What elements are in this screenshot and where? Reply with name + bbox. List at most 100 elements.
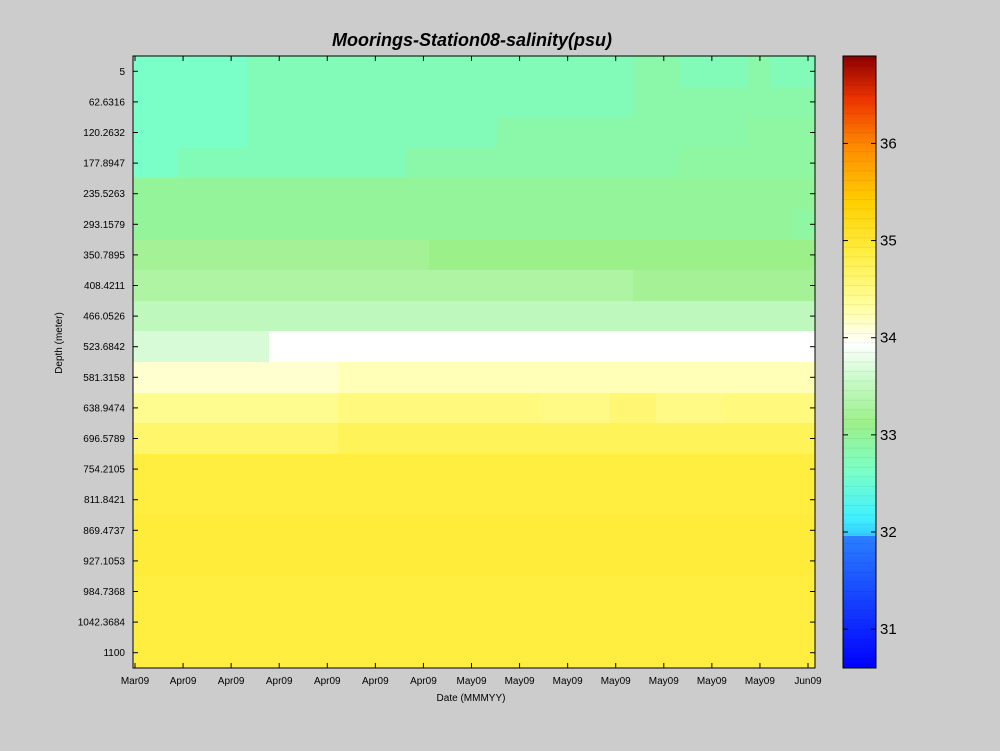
heatmap-cell: [429, 454, 452, 485]
heatmap-cell: [792, 576, 816, 608]
heatmap-cell: [519, 270, 543, 302]
heatmap-cell: [633, 301, 657, 332]
heatmap-cell: [201, 178, 225, 210]
heatmap-cell: [156, 301, 179, 332]
heatmap-cell: [178, 454, 202, 485]
heatmap-cell: [497, 148, 520, 179]
heatmap-cell: [542, 637, 566, 669]
heatmap-cell: [315, 576, 339, 608]
heatmap-cell: [338, 423, 361, 455]
heatmap-cell: [542, 87, 566, 118]
heatmap-cell: [474, 637, 498, 669]
heatmap-cell: [247, 423, 270, 455]
x-tick-label: Apr09: [314, 676, 341, 687]
heatmap-cell: [201, 607, 225, 638]
heatmap-cell: [451, 209, 475, 241]
heatmap-cell: [724, 87, 748, 118]
heatmap-cell: [133, 240, 157, 271]
heatmap-cell: [178, 331, 202, 363]
heatmap-cell: [360, 607, 384, 638]
heatmap-cell: [519, 301, 543, 332]
heatmap-cell: [770, 301, 793, 332]
heatmap-cell: [633, 576, 657, 608]
x-axis-label: Date (MMMYY): [437, 693, 506, 704]
y-tick-label: 466.0526: [83, 312, 125, 323]
colorbar-gradient: [843, 56, 876, 668]
heatmap-cell: [247, 148, 270, 179]
heatmap-cell: [724, 362, 748, 394]
heatmap-cell: [383, 270, 407, 302]
heatmap-cell: [269, 515, 293, 547]
heatmap-cell: [656, 87, 680, 118]
heatmap-cell: [747, 56, 771, 88]
heatmap-cell: [701, 87, 725, 118]
heatmap-cell: [656, 393, 680, 424]
y-tick-label: 581.3158: [83, 373, 125, 384]
heatmap-cell: [451, 637, 475, 669]
heatmap-cell: [201, 484, 225, 516]
heatmap-cell: [338, 117, 361, 149]
heatmap-cell: [247, 178, 270, 210]
heatmap-cell: [656, 270, 680, 302]
heatmap-cell: [724, 576, 748, 608]
heatmap-cell: [383, 607, 407, 638]
colorbar-frame: [842, 55, 877, 669]
heatmap-cell: [747, 301, 771, 332]
heatmap-cell: [770, 148, 793, 179]
heatmap-cell: [247, 56, 270, 88]
heatmap-cell: [588, 484, 611, 516]
colorbar-axis: 31 32 33 34 35 36: [843, 135, 897, 638]
heatmap-cell: [770, 546, 793, 577]
heatmap-cell: [178, 148, 202, 179]
heatmap-cell: [770, 423, 793, 455]
heatmap-cell: [610, 607, 634, 638]
y-tick-label: 1042.3684: [78, 618, 126, 629]
heatmap-cell: [542, 546, 566, 577]
heatmap-cell: [247, 637, 270, 669]
heatmap-cell: [701, 576, 725, 608]
heatmap-cell: [633, 56, 657, 88]
heatmap-cell: [338, 148, 361, 179]
colorbar-tick-label: 36: [880, 135, 897, 152]
heatmap-cell: [224, 515, 248, 547]
y-axis-label: Depth (meter): [54, 312, 65, 374]
x-tick-label: Apr09: [170, 676, 197, 687]
heatmap-cell: [610, 301, 634, 332]
heatmap-cell: [156, 393, 179, 424]
heatmap-cell: [610, 117, 634, 149]
heatmap-cell: [133, 576, 157, 608]
heatmap-cell: [656, 178, 680, 210]
heatmap-cell: [360, 301, 384, 332]
heatmap-cell: [269, 454, 293, 485]
y-tick-label: 1100: [103, 648, 125, 659]
heatmap-cell: [519, 117, 543, 149]
heatmap-cell: [679, 484, 702, 516]
heatmap-cell: [429, 240, 452, 271]
heatmap-cell: [360, 148, 384, 179]
heatmap-cell: [633, 87, 657, 118]
heatmap-cell: [133, 178, 157, 210]
heatmap-cell: [679, 87, 702, 118]
heatmap-cell: [224, 178, 248, 210]
heatmap-cell: [565, 87, 589, 118]
heatmap-cell: [133, 393, 157, 424]
heatmap-cell: [406, 209, 430, 241]
heatmap-cell: [701, 56, 725, 88]
y-tick-label: 754.2105: [83, 465, 125, 476]
heatmap-cell: [610, 362, 634, 394]
heatmap-cell: [770, 607, 793, 638]
heatmap-cell: [383, 576, 407, 608]
heatmap-cell: [679, 546, 702, 577]
heatmap-cell: [588, 637, 611, 669]
x-tick-label: May09: [505, 676, 535, 687]
heatmap-cell: [792, 56, 816, 88]
heatmap-cell: [497, 87, 520, 118]
heatmap-cell: [770, 576, 793, 608]
heatmap-cell: [792, 240, 816, 271]
colorbar-tick-label: 33: [880, 427, 897, 444]
heatmap-cell: [201, 546, 225, 577]
y-tick-label: 293.1579: [83, 220, 125, 231]
heatmap-cell: [269, 148, 293, 179]
heatmap-cell: [656, 301, 680, 332]
